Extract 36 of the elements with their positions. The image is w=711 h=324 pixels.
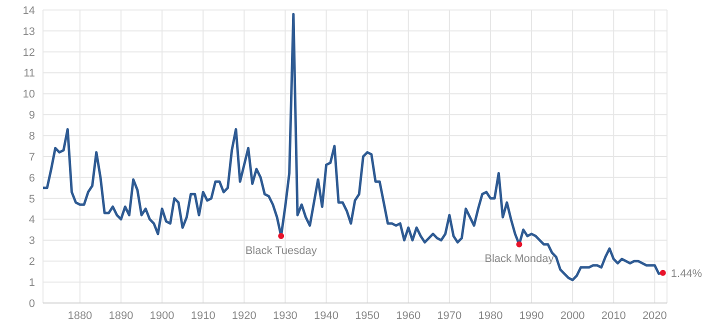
x-tick-label: 1900 [150,310,174,322]
annotation: Black Monday [484,253,554,266]
x-tick-label: 1960 [396,310,421,322]
y-tick-label: 5 [28,193,35,206]
y-tick-label: 4 [28,214,35,226]
x-tick-label: 1890 [108,310,134,322]
y-tick-label: 2 [28,256,35,268]
x-tick-label: 2010 [601,310,626,322]
y-tick-label: 6 [28,172,35,184]
y-tick-label: 9 [28,110,35,122]
point [516,241,522,248]
x-tick-label: 1920 [232,310,256,322]
x-tick-label: 2000 [560,310,585,322]
x-tick-label: 1990 [519,310,544,322]
x-tick-label: 1930 [272,310,298,322]
y-tick-label: 10 [22,88,35,101]
x-tick-label: 1880 [68,310,92,322]
annotation: 1.44% [670,268,702,280]
x-tick-label: 1970 [437,310,462,322]
annotation: Black Tuesday [245,244,318,257]
y-tick-label: 12 [22,46,35,59]
y-tick-label: 0 [28,298,35,310]
y-tick-label: 11 [24,68,35,80]
x-tick-label: 2020 [642,310,667,322]
x-tick-label: 1910 [190,310,216,322]
y-tick-label: 3 [28,235,35,248]
x-tick-label: 1980 [478,310,503,322]
x-tick-label: 1950 [355,310,380,322]
y-tick-label: 1 [28,276,35,289]
y-tick-label: 7 [28,151,35,164]
point [660,270,666,276]
y-tick-label: 13 [22,26,35,38]
x-tick-label: 1940 [314,310,339,322]
y-tick-label: 8 [28,130,35,142]
point [278,233,284,240]
y-tick-label: 14 [22,4,35,17]
